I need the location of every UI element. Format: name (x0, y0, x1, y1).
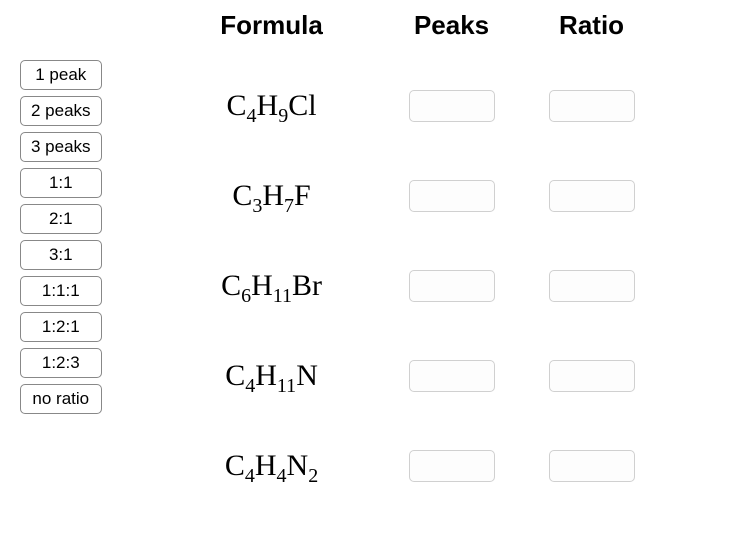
peaks-drop-cell (382, 450, 522, 482)
peaks-drop-target[interactable] (409, 270, 495, 302)
header-formula: Formula (162, 10, 382, 41)
peaks-drop-cell (382, 90, 522, 122)
table-row: C6H11Br (162, 241, 741, 331)
peaks-drop-cell (382, 360, 522, 392)
peaks-drop-cell (382, 270, 522, 302)
peaks-drop-cell (382, 180, 522, 212)
ratio-drop-target[interactable] (549, 90, 635, 122)
ratio-drop-target[interactable] (549, 270, 635, 302)
peaks-drop-target[interactable] (409, 450, 495, 482)
ratio-drop-cell (522, 180, 662, 212)
ratio-drop-cell (522, 90, 662, 122)
table-row: C3H7F (162, 151, 741, 241)
table-row: C4H11N (162, 331, 741, 421)
ratio-drop-cell (522, 360, 662, 392)
table-area: Formula Peaks Ratio C4H9Cl C3H7F C6H11Br (162, 10, 741, 511)
table-row: C4H4N2 (162, 421, 741, 511)
peaks-drop-target[interactable] (409, 90, 495, 122)
ratio-drop-cell (522, 450, 662, 482)
ratio-drop-target[interactable] (549, 180, 635, 212)
formula-cell: C4H11N (162, 359, 382, 393)
header-row: Formula Peaks Ratio (162, 10, 741, 41)
formula-cell: C3H7F (162, 179, 382, 213)
tile-1-2-1[interactable]: 1:2:1 (20, 312, 102, 342)
tile-1-1[interactable]: 1:1 (20, 168, 102, 198)
tile-2-peaks[interactable]: 2 peaks (20, 96, 102, 126)
peaks-drop-target[interactable] (409, 180, 495, 212)
peaks-drop-target[interactable] (409, 360, 495, 392)
formula-cell: C6H11Br (162, 269, 382, 303)
tile-2-1[interactable]: 2:1 (20, 204, 102, 234)
main-container: 1 peak 2 peaks 3 peaks 1:1 2:1 3:1 1:1:1… (10, 10, 741, 511)
ratio-drop-cell (522, 270, 662, 302)
header-peaks: Peaks (382, 10, 522, 41)
table-row: C4H9Cl (162, 61, 741, 151)
tile-1-1-1[interactable]: 1:1:1 (20, 276, 102, 306)
tile-3-1[interactable]: 3:1 (20, 240, 102, 270)
tile-1-2-3[interactable]: 1:2:3 (20, 348, 102, 378)
ratio-drop-target[interactable] (549, 450, 635, 482)
tile-palette: 1 peak 2 peaks 3 peaks 1:1 2:1 3:1 1:1:1… (20, 60, 102, 414)
tile-1-peak[interactable]: 1 peak (20, 60, 102, 90)
ratio-drop-target[interactable] (549, 360, 635, 392)
tile-3-peaks[interactable]: 3 peaks (20, 132, 102, 162)
formula-cell: C4H4N2 (162, 449, 382, 483)
formula-cell: C4H9Cl (162, 89, 382, 123)
header-ratio: Ratio (522, 10, 662, 41)
tile-no-ratio[interactable]: no ratio (20, 384, 102, 414)
